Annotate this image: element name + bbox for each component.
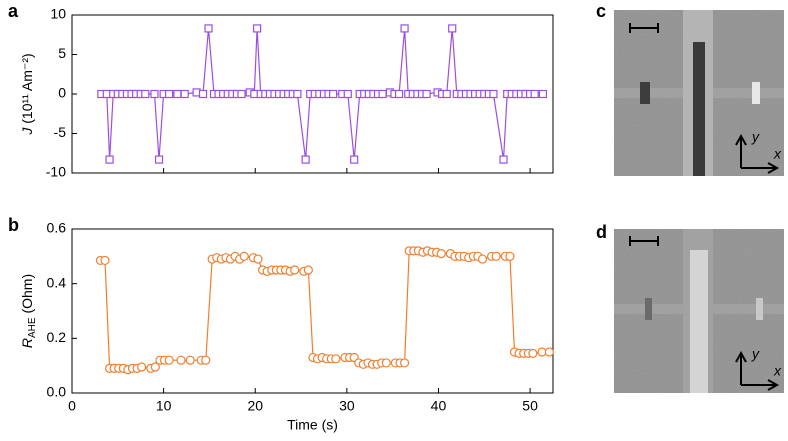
image-panel-c: y x c (596, 1, 784, 176)
square-marker (237, 89, 246, 99)
circle-marker (303, 265, 313, 275)
square-marker (301, 155, 310, 164)
circle-marker (185, 355, 195, 365)
axis-arrows (735, 133, 780, 174)
y-tick-label: 0.2 (47, 329, 67, 345)
square-marker (442, 89, 451, 99)
axis-x-label: x (773, 363, 782, 379)
y-label-unit: (10¹¹ Am⁻²) (19, 53, 35, 127)
square-marker (538, 89, 548, 99)
x-tick-label: 10 (156, 398, 172, 414)
y-tick-label: 0.0 (47, 384, 67, 400)
edge-contrast (752, 82, 760, 104)
chart: 0.0 0.2 0.4 0.6 0 10 20 30 40 50 Time (s) RAHE (Ohm… (8, 215, 554, 433)
data-line (100, 250, 550, 371)
axis-x-label: x (773, 146, 782, 162)
circle-marker (436, 249, 446, 259)
square-marker (293, 89, 302, 99)
y-label-unit: (Ohm) (19, 274, 35, 318)
y-tick-label: -5 (54, 124, 67, 140)
x-tick-label: 0 (68, 398, 76, 414)
square-marker (329, 89, 338, 99)
circle-marker (201, 355, 211, 365)
square-marker (489, 89, 498, 99)
circle-marker (528, 348, 538, 358)
y-label-symbol: R (19, 338, 35, 348)
y-tick-label: 0.4 (47, 274, 67, 290)
panel-label: a (8, 1, 19, 21)
square-marker (422, 89, 431, 99)
plot-frame (71, 228, 554, 394)
circle-marker (176, 355, 186, 365)
square-marker (400, 24, 409, 33)
circle-marker (381, 358, 391, 368)
circle-marker (137, 362, 147, 372)
square-marker (173, 89, 182, 99)
circle-marker (253, 254, 263, 264)
image-panel-d: y x d (596, 222, 784, 393)
y-tick-label: 0 (58, 85, 66, 101)
y-axis-label: J (10¹¹ Am⁻²) (19, 53, 35, 135)
axis-y-label: y (751, 346, 760, 362)
square-marker (448, 24, 457, 33)
edge-contrast (640, 82, 650, 104)
circle-marker (150, 362, 160, 372)
x-axis-label: Time (s) (287, 417, 338, 433)
chart: -10 -5 0 5 10 J (10¹¹ Am⁻²) a (8, 1, 554, 180)
panel-label: b (8, 215, 19, 235)
square-marker (204, 24, 213, 33)
x-tick-label: 20 (247, 398, 263, 414)
x-tick-label: 40 (431, 398, 447, 414)
square-marker (150, 89, 159, 99)
y-label-symbol: J (19, 127, 35, 136)
y-tick-label: -10 (46, 164, 66, 180)
circle-marker (477, 254, 488, 264)
square-marker (394, 89, 404, 99)
square-marker (198, 89, 208, 99)
square-marker (252, 24, 262, 33)
square-marker (105, 155, 114, 164)
square-marker (530, 89, 539, 99)
square-marker (378, 89, 387, 99)
circle-marker (100, 255, 110, 266)
square-marker (180, 89, 189, 99)
axis-y-label: y (751, 129, 760, 145)
y-tick-label: 5 (58, 45, 66, 61)
panel-label: c (596, 1, 606, 21)
y-tick-label: 10 (50, 6, 66, 22)
square-marker (343, 89, 352, 99)
domain-contrast (693, 42, 705, 176)
y-tick-label: 0.6 (47, 220, 67, 236)
y-axis-label: RAHE (Ohm) (19, 274, 38, 348)
x-tick-label: 50 (522, 398, 538, 414)
panel-label: d (596, 222, 607, 242)
square-marker (154, 155, 164, 164)
y-label-subscript: AHE (27, 317, 38, 338)
circle-marker (544, 347, 554, 357)
square-marker (165, 89, 174, 99)
circle-marker (505, 251, 515, 261)
domain-contrast (690, 250, 708, 393)
circle-marker (399, 358, 410, 368)
circle-marker (164, 355, 174, 365)
square-marker (350, 155, 359, 164)
axis-arrows (735, 350, 780, 391)
square-marker (499, 155, 508, 164)
circle-marker (331, 354, 341, 364)
edge-contrast (645, 298, 652, 320)
circle-marker (491, 251, 501, 261)
edge-contrast (756, 298, 763, 320)
x-tick-label: 30 (339, 398, 355, 414)
circle-marker (290, 265, 300, 275)
circle-marker (239, 251, 249, 261)
square-marker (141, 89, 150, 99)
